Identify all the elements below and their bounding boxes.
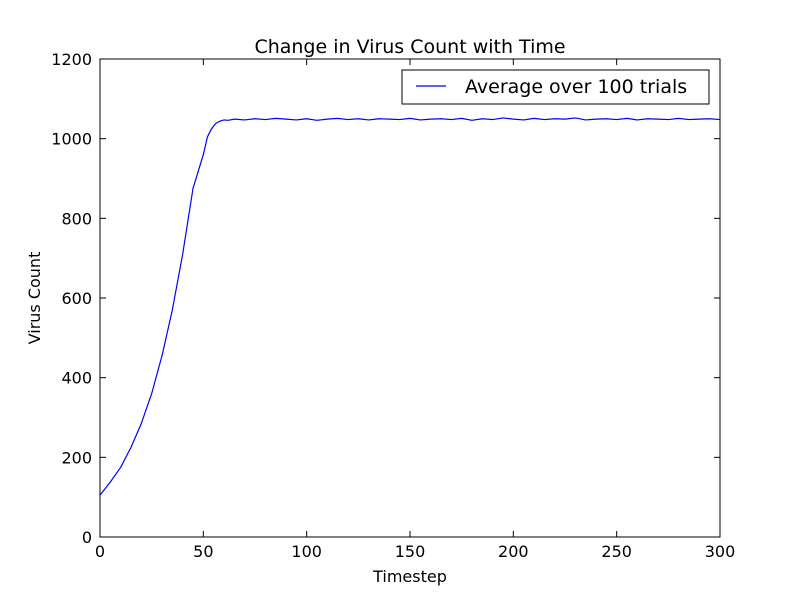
chart-title: Change in Virus Count with Time xyxy=(254,36,565,58)
x-tick-label: 200 xyxy=(498,542,529,561)
y-tick-label: 400 xyxy=(61,369,92,388)
x-tick-label: 100 xyxy=(291,542,322,561)
y-axis-label: Virus Count xyxy=(25,252,44,345)
plot-frame xyxy=(99,58,721,538)
x-tick-label: 300 xyxy=(705,542,736,561)
legend: Average over 100 trials xyxy=(401,69,710,105)
legend-entry-label: Average over 100 trials xyxy=(465,76,687,98)
y-tick-label: 200 xyxy=(61,448,92,467)
x-tick-label: 150 xyxy=(395,542,426,561)
y-tick-label: 1200 xyxy=(51,50,92,69)
series-layer xyxy=(99,117,721,496)
x-axis-label: Timestep xyxy=(372,567,447,586)
x-tick-label: 0 xyxy=(95,542,105,561)
y-tick-label: 0 xyxy=(82,528,92,547)
x-tick-label: 50 xyxy=(193,542,213,561)
legend-box xyxy=(401,69,710,105)
y-tick-label: 800 xyxy=(61,209,92,228)
y-tick-label: 600 xyxy=(61,289,92,308)
x-tick-label: 250 xyxy=(601,542,632,561)
series-line-0 xyxy=(99,117,721,496)
tick-labels: 0 50 100 150 200 250 300 0 200 400 600 800 1000 1200 xyxy=(51,50,735,561)
y-tick-label: 1000 xyxy=(51,130,92,149)
